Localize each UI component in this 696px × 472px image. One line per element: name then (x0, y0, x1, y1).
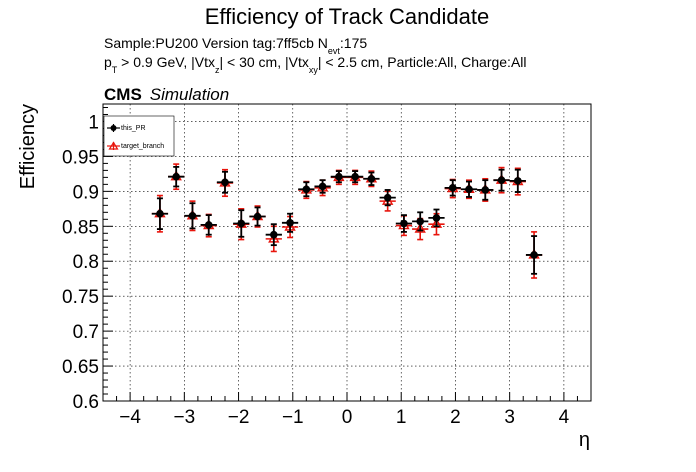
this-pr-point (367, 174, 376, 183)
legend-marker-target-branch (108, 141, 119, 150)
x-tick-label: −2 (228, 407, 250, 428)
this-pr-point (318, 182, 327, 191)
legend-entry-target-branch: target_branch (107, 141, 164, 150)
data-series (151, 163, 543, 279)
y-axis-title: Efficiency (17, 104, 39, 189)
cuts-info: pT > 0.9 GeV, |Vtxz| < 30 cm, |Vtxxy| < … (104, 54, 527, 75)
y-tick-label: 0.95 (62, 147, 99, 168)
x-tick-label: −4 (119, 407, 141, 428)
y-tick-label: 0.6 (73, 392, 99, 413)
this-pr-point (188, 212, 197, 220)
sample-info-suffix: :175 (340, 35, 367, 51)
cms-label: CMS Simulation (104, 85, 229, 104)
this-pr-point (481, 186, 490, 194)
this-pr-point (172, 172, 180, 181)
y-tick-label: 0.75 (62, 287, 99, 308)
this-pr-point (530, 251, 538, 259)
target-branch-point (414, 222, 426, 233)
legend-label-this-pr: this_PR (121, 125, 146, 132)
this-pr-point (432, 214, 441, 222)
this-pr-point (286, 219, 294, 227)
cuts-mid1: > 0.9 GeV, |Vtx (117, 54, 215, 70)
cuts-z-sub: z (215, 65, 220, 75)
cuts-end: | < 2.5 cm, Particle:All, Charge:All (318, 54, 527, 70)
this-pr-point (400, 219, 408, 228)
this-pr-point (351, 172, 359, 181)
legend-box (103, 115, 175, 157)
x-tick-label: 3 (504, 407, 515, 428)
this-pr-point (514, 177, 522, 185)
cuts-xy-sub: xy (309, 65, 319, 75)
this-pr-point (237, 219, 246, 228)
y-tick-label: 0.8 (73, 252, 99, 273)
x-tick-label: −3 (173, 407, 195, 428)
this-pr-point (448, 184, 457, 192)
this-pr-point (335, 172, 343, 181)
cuts-p: p (104, 54, 112, 70)
y-tick-label: 1 (88, 112, 99, 133)
sample-info-sub: evt (328, 46, 341, 56)
grid (103, 104, 591, 402)
x-tick-label: −1 (282, 407, 304, 428)
this-pr-point (253, 212, 262, 221)
legend-marker-this-pr (110, 125, 117, 131)
this-pr-point (204, 221, 213, 229)
x-tick-label: 2 (450, 407, 461, 428)
this-pr-point (416, 217, 425, 226)
cuts-mid2: | < 30 cm, |Vtx (219, 54, 308, 70)
legend: this_PR target_branch (103, 115, 175, 157)
x-tick-label: 1 (396, 407, 407, 428)
this-pr-point (383, 193, 392, 202)
legend-entry-this-pr: this_PR (107, 124, 146, 132)
this-pr-point (302, 185, 311, 194)
cuts-p-sub: T (112, 65, 118, 75)
this-pr-point (270, 230, 278, 239)
this-pr-point (465, 185, 473, 194)
cms-label-bold: CMS (104, 85, 142, 104)
sample-info-prefix: Sample:PU200 Version tag:7ff5cb N (104, 35, 328, 51)
cms-label-sim: Simulation (150, 85, 229, 104)
y-tick-label: 0.65 (62, 357, 99, 378)
x-axis-title: η (579, 429, 590, 451)
legend-label-target-branch: target_branch (121, 143, 164, 150)
y-tick-label: 0.7 (73, 322, 99, 343)
y-tick-label: 0.85 (62, 217, 99, 238)
sample-info: Sample:PU200 Version tag:7ff5cb Nevt:175 (104, 35, 367, 56)
x-tick-label: 0 (342, 407, 353, 428)
this-pr-point (221, 178, 229, 187)
this-pr-point (156, 209, 164, 218)
this-pr-point (497, 176, 506, 184)
target-branch-point (430, 217, 443, 228)
x-tick-label: 4 (559, 407, 570, 428)
chart-title: Efficiency of Track Candidate (205, 4, 490, 29)
axes: −4 −3 −2 −1 0 1 2 3 4 0.6 0.65 0.7 0.75 0.8 0.85 0.9 0.9… (62, 106, 592, 428)
y-tick-label: 0.9 (73, 182, 99, 203)
